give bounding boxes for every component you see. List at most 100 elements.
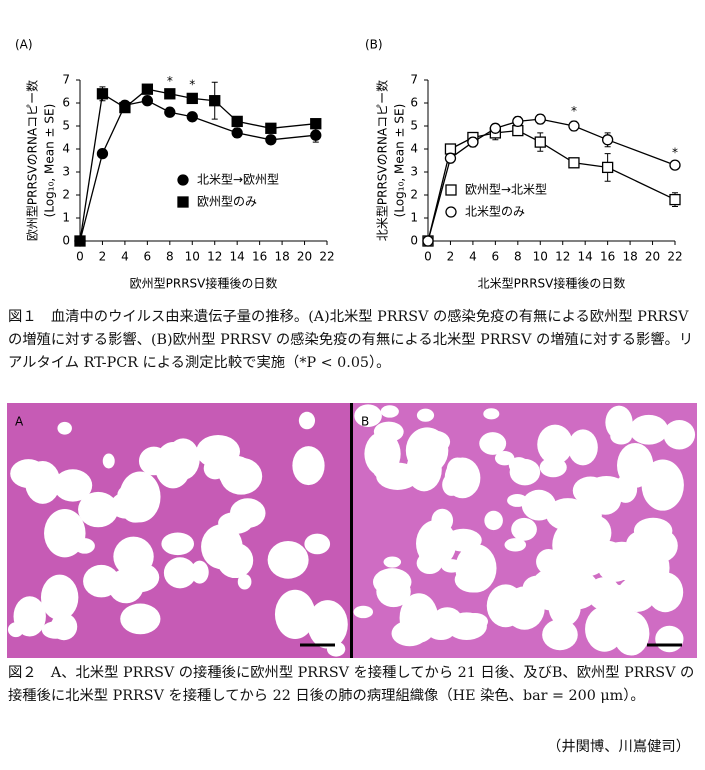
y-tick-label: 1 [410, 211, 418, 225]
marker [164, 106, 176, 118]
marker [534, 113, 546, 125]
marker [265, 122, 277, 134]
alveolus [587, 577, 621, 611]
marker [231, 127, 243, 139]
x-tick-label: 2 [447, 250, 455, 264]
alveolus [376, 462, 419, 490]
marker [489, 122, 502, 134]
alveolus [542, 619, 578, 651]
alveolus [537, 424, 573, 465]
alveolus [522, 575, 552, 601]
marker [444, 143, 457, 155]
x-axis-label: 北米型PRRSV接種後の日数 [478, 276, 626, 291]
alveolus [416, 519, 457, 568]
alveolus [418, 430, 451, 454]
alveolus [536, 549, 561, 575]
marker [669, 193, 681, 206]
marker [568, 120, 580, 132]
x-tick-label: 0 [424, 250, 432, 264]
alveolus [372, 568, 412, 596]
marker [467, 136, 479, 148]
alveolus [509, 458, 541, 486]
marker [445, 206, 457, 218]
panel-label: A [15, 415, 24, 429]
y-axis-label: 欧州型PRRSVのRNAコピー数 [25, 80, 40, 241]
alveolus [629, 414, 669, 445]
alveolus [13, 596, 46, 637]
x-tick-label: 14 [578, 250, 593, 264]
alveolus [484, 510, 503, 531]
marker [186, 111, 198, 123]
alveolus [163, 557, 197, 589]
legend-label: 北米型のみ [465, 205, 525, 219]
alveolus [483, 408, 500, 420]
alveolus [57, 421, 72, 435]
figure-caption: 図１ 血清中のウイルス由来遺伝子量の推移。(A)北米型 PRRSV の感染免疫の… [8, 309, 694, 371]
marker [177, 196, 189, 208]
alveolus [190, 560, 209, 584]
marker [445, 184, 457, 196]
separator [350, 403, 353, 658]
x-tick-label: 10 [185, 250, 200, 264]
alveolus [354, 404, 382, 428]
alveolus [307, 600, 348, 649]
alveolus [454, 567, 492, 593]
alveolus [380, 405, 399, 418]
marker [96, 147, 109, 160]
marker [422, 235, 434, 247]
x-tick-label: 18 [274, 250, 289, 264]
x-tick-label: 6 [144, 250, 152, 264]
x-tick-label: 8 [514, 250, 522, 264]
x-tick-label: 18 [622, 250, 637, 264]
significance-mark: * [571, 104, 577, 118]
marker [164, 88, 176, 100]
x-tick-label: 12 [207, 250, 222, 264]
figure-caption: 図２ A、北米型 PRRSV の接種後に欧州型 PRRSV を接種してから 21… [8, 665, 695, 704]
x-tick-label: 20 [645, 250, 660, 264]
marker [534, 136, 546, 148]
series-line [427, 118, 676, 242]
panel-label: (B) [365, 38, 383, 52]
y-tick-label: 0 [410, 234, 418, 248]
alveolus [267, 540, 309, 579]
alveolus [655, 625, 684, 653]
alveolus [353, 605, 374, 619]
x-tick-label: 22 [319, 250, 334, 264]
x-axis-label: 欧州型PRRSV接種後の日数 [130, 276, 278, 291]
marker [669, 159, 681, 171]
x-tick-label: 4 [121, 250, 129, 264]
alveolus [102, 453, 115, 469]
alveolus [237, 573, 252, 590]
alveolus [161, 532, 195, 556]
y-tick-label: 0 [62, 234, 70, 248]
x-tick-label: 6 [492, 250, 500, 264]
alveolus [274, 589, 316, 640]
alveolus [74, 538, 95, 554]
alveolus [298, 411, 316, 430]
alveolus [605, 405, 633, 440]
marker [177, 174, 189, 186]
alveolus [383, 556, 402, 568]
x-tick-label: 4 [469, 250, 477, 264]
y-tick-label: 5 [62, 119, 70, 133]
legend-label: 欧州型→北米型 [465, 183, 547, 197]
series-line [79, 100, 316, 242]
alveolus [432, 607, 462, 631]
alveolus [53, 469, 93, 502]
alveolus [416, 408, 435, 422]
alveolus [78, 491, 119, 528]
x-tick-label: 2 [99, 250, 107, 264]
y-tick-label: 4 [62, 142, 70, 156]
y-tick-label: 2 [410, 188, 418, 202]
panel-label: B [361, 415, 369, 429]
x-tick-label: 8 [166, 250, 174, 264]
alveolus [663, 419, 696, 450]
x-tick-label: 0 [76, 250, 84, 264]
alveolus [292, 446, 325, 486]
marker [119, 101, 131, 114]
alveolus [154, 442, 192, 489]
alveolus [120, 603, 161, 635]
y-tick-label: 1 [62, 211, 70, 225]
